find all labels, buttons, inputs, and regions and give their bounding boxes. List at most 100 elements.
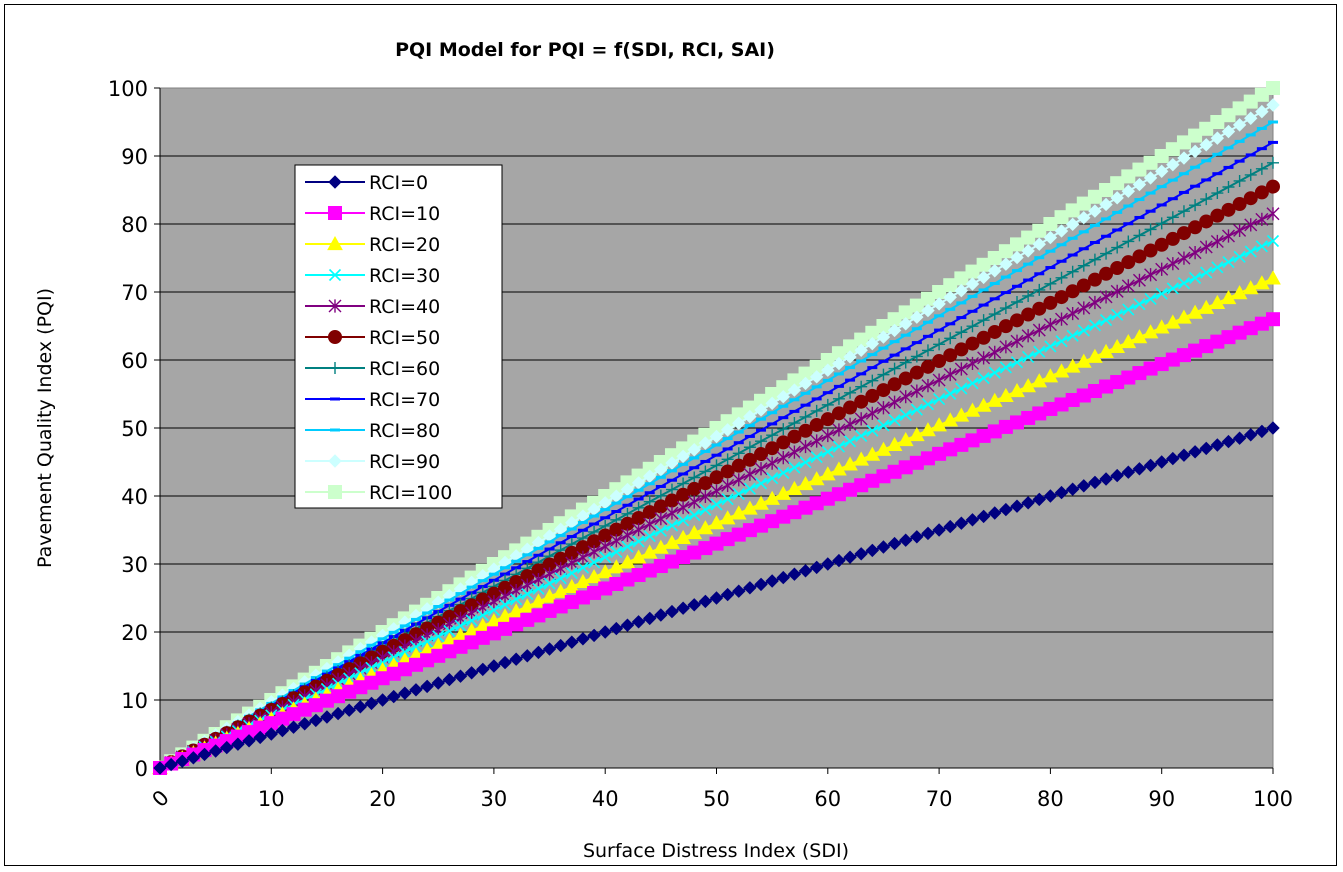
- data-point: [320, 710, 334, 724]
- data-point: [1254, 185, 1269, 200]
- data-point: [808, 471, 825, 486]
- data-point: [1088, 319, 1101, 332]
- data-point: [1233, 223, 1247, 238]
- data-point: [821, 398, 834, 411]
- legend-label: RCI=90: [369, 451, 440, 473]
- data-point: [509, 652, 523, 666]
- data-point: [764, 490, 780, 505]
- legend-marker: [328, 268, 342, 282]
- data-point: [519, 598, 536, 613]
- data-point: [1200, 193, 1213, 206]
- data-point: [531, 645, 546, 660]
- data-point: [1121, 255, 1136, 270]
- legend-marker: [328, 485, 342, 499]
- data-point: [810, 434, 824, 448]
- data-point: [1155, 287, 1168, 300]
- data-point: [999, 340, 1013, 354]
- data-point: [421, 635, 434, 648]
- data-point: [654, 524, 667, 537]
- data-point: [576, 561, 590, 574]
- data-point: [1166, 451, 1180, 466]
- data-point: [787, 429, 802, 444]
- data-point: [1077, 259, 1090, 272]
- data-point: [576, 550, 590, 565]
- data-point: [977, 351, 991, 365]
- data-point: [1087, 272, 1102, 287]
- data-point: [1243, 191, 1258, 206]
- legend-label: RCI=60: [369, 358, 440, 380]
- data-point: [710, 484, 723, 498]
- y-tick-label: 20: [121, 621, 148, 645]
- data-point: [1242, 280, 1259, 295]
- data-point: [920, 422, 936, 437]
- data-point: [1065, 217, 1080, 232]
- x-tick-label: 90: [1148, 787, 1175, 811]
- chart-frame: PQI Model for PQI = f(SDI, RCI, SAI) 0 10…: [4, 4, 1337, 866]
- series-layer: [152, 81, 1281, 775]
- data-point: [608, 559, 625, 574]
- data-point: [887, 377, 902, 392]
- data-point: [554, 561, 568, 576]
- data-point: [730, 505, 747, 520]
- data-point: [864, 446, 881, 461]
- chart-title: PQI Model for PQI = f(SDI, RCI, SAI): [395, 39, 775, 61]
- data-point: [553, 638, 568, 653]
- y-tick-label: 80: [121, 213, 148, 237]
- x-axis-label: Surface Distress Index (SDI): [583, 840, 849, 862]
- data-point: [643, 530, 656, 543]
- data-point: [1154, 237, 1169, 252]
- data-point: [743, 482, 756, 495]
- data-point: [921, 398, 935, 411]
- data-point: [999, 502, 1013, 517]
- data-point: [1164, 314, 1181, 329]
- data-point: [1255, 162, 1268, 175]
- data-point: [1122, 303, 1135, 316]
- legend-label: RCI=30: [369, 265, 440, 287]
- x-axis: 0 10 20 30 40 50 60 70 80 90 100: [147, 767, 1293, 812]
- data-point: [586, 569, 602, 584]
- data-point: [921, 344, 934, 357]
- data-point: [1221, 202, 1236, 217]
- series-rci-0: [153, 421, 1280, 775]
- data-point: [821, 557, 835, 571]
- data-point: [1154, 455, 1169, 469]
- legend-label: RCI=100: [369, 482, 452, 504]
- data-point: [563, 578, 580, 593]
- data-point: [1155, 262, 1169, 276]
- data-point: [1043, 230, 1058, 245]
- data-point: [1064, 358, 1081, 373]
- data-point: [798, 423, 813, 438]
- data-point: [843, 435, 857, 448]
- data-point: [1221, 434, 1236, 449]
- data-point: [977, 371, 990, 385]
- data-point: [1188, 220, 1203, 235]
- data-point: [1199, 138, 1213, 152]
- data-point: [955, 326, 968, 339]
- data-point: [676, 500, 690, 515]
- legend-item: RCI=90: [305, 451, 440, 473]
- data-point: [1189, 271, 1202, 284]
- data-point: [865, 406, 879, 420]
- data-point: [1143, 171, 1158, 185]
- data-point: [787, 383, 802, 397]
- data-point: [1210, 438, 1225, 452]
- data-point: [520, 649, 534, 663]
- data-point: [743, 467, 757, 481]
- data-point: [908, 427, 925, 442]
- data-point: [776, 435, 791, 450]
- data-point: [543, 577, 556, 590]
- data-point: [931, 417, 947, 432]
- data-point: [933, 338, 946, 351]
- data-point: [1265, 270, 1281, 285]
- data-point: [899, 390, 913, 404]
- data-point: [698, 436, 713, 450]
- data-point: [755, 435, 768, 448]
- data-point: [1198, 299, 1215, 314]
- data-point: [565, 556, 579, 570]
- data-point: [1154, 164, 1169, 179]
- data-point: [910, 310, 924, 324]
- data-point: [753, 495, 769, 510]
- data-point: [1099, 197, 1113, 212]
- data-point: [843, 400, 858, 415]
- data-point: [1255, 104, 1269, 119]
